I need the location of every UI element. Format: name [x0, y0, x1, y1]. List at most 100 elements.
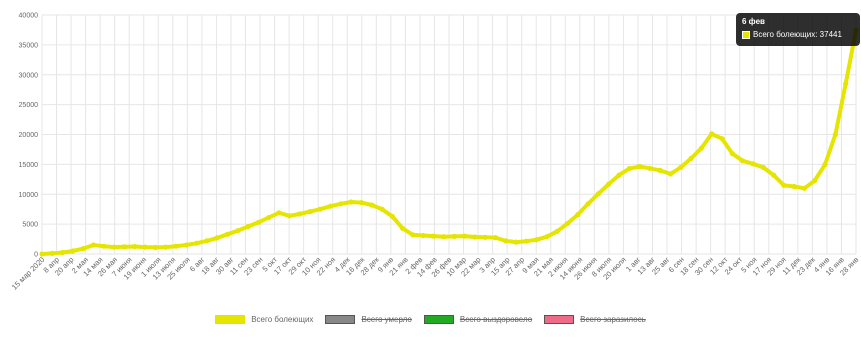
legend-label-recovered: Всего выздоровело	[459, 314, 533, 324]
data-point[interactable]	[513, 239, 519, 245]
y-tick-label: 0	[34, 252, 38, 259]
data-point[interactable]	[523, 238, 529, 244]
data-point[interactable]	[667, 171, 674, 177]
legend-item-active[interactable]: Всего болеющих	[215, 314, 313, 324]
series-line-group	[39, 27, 859, 257]
data-point[interactable]	[472, 234, 478, 240]
data-point[interactable]	[327, 203, 334, 209]
data-point[interactable]	[698, 145, 705, 151]
data-point[interactable]	[575, 212, 581, 218]
legend-item-infected[interactable]: Всего заразилось	[544, 314, 646, 324]
data-point[interactable]	[822, 161, 828, 167]
x-tick-label: 15 мар 2020	[10, 255, 47, 292]
data-point[interactable]	[616, 172, 622, 178]
data-point[interactable]	[544, 234, 550, 240]
data-point[interactable]	[606, 181, 612, 187]
data-point[interactable]	[657, 167, 663, 173]
data-point[interactable]	[647, 165, 653, 171]
data-point[interactable]	[534, 237, 540, 243]
y-tick-label: 15000	[19, 162, 39, 169]
data-point[interactable]	[90, 242, 97, 248]
y-tick-label: 5000	[22, 222, 38, 229]
data-point[interactable]	[255, 219, 261, 225]
data-point[interactable]	[595, 191, 602, 197]
legend-swatch-active	[215, 314, 246, 324]
y-tick-label: 35000	[19, 42, 39, 49]
data-point[interactable]	[348, 199, 354, 205]
data-point[interactable]	[441, 234, 447, 240]
data-point[interactable]	[729, 151, 736, 157]
data-point[interactable]	[626, 166, 632, 172]
data-point[interactable]	[832, 131, 839, 138]
data-point[interactable]	[637, 163, 643, 170]
data-point[interactable]	[719, 136, 725, 142]
data-point[interactable]	[750, 161, 756, 167]
data-point[interactable]	[266, 215, 272, 221]
data-point[interactable]	[554, 228, 560, 234]
legend-item-deaths[interactable]: Всего умерло	[325, 314, 412, 324]
data-point[interactable]	[183, 242, 189, 248]
data-point[interactable]	[430, 233, 437, 239]
data-point[interactable]	[245, 223, 251, 230]
data-point[interactable]	[60, 249, 66, 256]
tooltip-row: Всего болеющих: 37441	[742, 29, 854, 41]
data-point[interactable]	[400, 225, 406, 231]
data-point[interactable]	[132, 243, 138, 250]
data-point[interactable]	[39, 251, 45, 257]
data-point[interactable]	[307, 209, 313, 215]
data-point[interactable]	[70, 248, 76, 254]
legend-swatch-recovered	[423, 314, 454, 324]
data-point[interactable]	[173, 243, 179, 249]
data-point[interactable]	[585, 201, 591, 207]
data-point[interactable]	[389, 213, 395, 219]
data-point[interactable]	[101, 243, 107, 249]
data-point[interactable]	[317, 206, 323, 212]
data-point[interactable]	[121, 244, 127, 250]
data-point[interactable]	[781, 182, 787, 188]
y-tick-label: 25000	[19, 102, 39, 109]
data-point[interactable]	[214, 235, 220, 241]
data-point[interactable]	[420, 232, 426, 239]
legend: Всего болеющих Всего умерло Всего выздор…	[0, 312, 861, 326]
data-point[interactable]	[338, 201, 344, 207]
data-point[interactable]	[461, 233, 468, 239]
data-point[interactable]	[564, 220, 571, 227]
data-point[interactable]	[286, 213, 292, 219]
data-point[interactable]	[194, 240, 200, 246]
data-point[interactable]	[843, 81, 849, 87]
data-point[interactable]	[801, 185, 808, 191]
data-point[interactable]	[49, 250, 55, 256]
data-point[interactable]	[410, 232, 416, 238]
data-point[interactable]	[235, 228, 241, 234]
tooltip-swatch	[742, 31, 750, 39]
data-point[interactable]	[204, 238, 210, 244]
data-point[interactable]	[482, 234, 488, 240]
data-point[interactable]	[492, 235, 498, 241]
data-point[interactable]	[379, 206, 385, 212]
data-point[interactable]	[358, 200, 364, 206]
data-point[interactable]	[812, 177, 818, 184]
data-point[interactable]	[760, 164, 766, 170]
y-tick-label: 20000	[19, 132, 39, 139]
data-point[interactable]	[276, 210, 282, 216]
legend-item-recovered[interactable]: Всего выздоровело	[423, 314, 533, 324]
data-point[interactable]	[80, 246, 86, 252]
data-point[interactable]	[369, 202, 375, 208]
legend-swatch-infected	[544, 314, 575, 324]
data-point[interactable]	[152, 244, 158, 250]
data-point[interactable]	[163, 244, 169, 250]
data-point[interactable]	[503, 238, 509, 244]
data-point[interactable]	[224, 231, 231, 237]
data-point[interactable]	[142, 244, 148, 250]
data-point[interactable]	[688, 155, 694, 161]
data-point[interactable]	[771, 172, 777, 178]
grid-lines	[41, 14, 857, 255]
data-point[interactable]	[709, 131, 715, 137]
data-point[interactable]	[678, 164, 684, 170]
data-point[interactable]	[297, 211, 303, 217]
data-point[interactable]	[740, 158, 746, 164]
data-point[interactable]	[451, 233, 457, 239]
data-point[interactable]	[111, 244, 117, 250]
data-point[interactable]	[791, 183, 797, 190]
